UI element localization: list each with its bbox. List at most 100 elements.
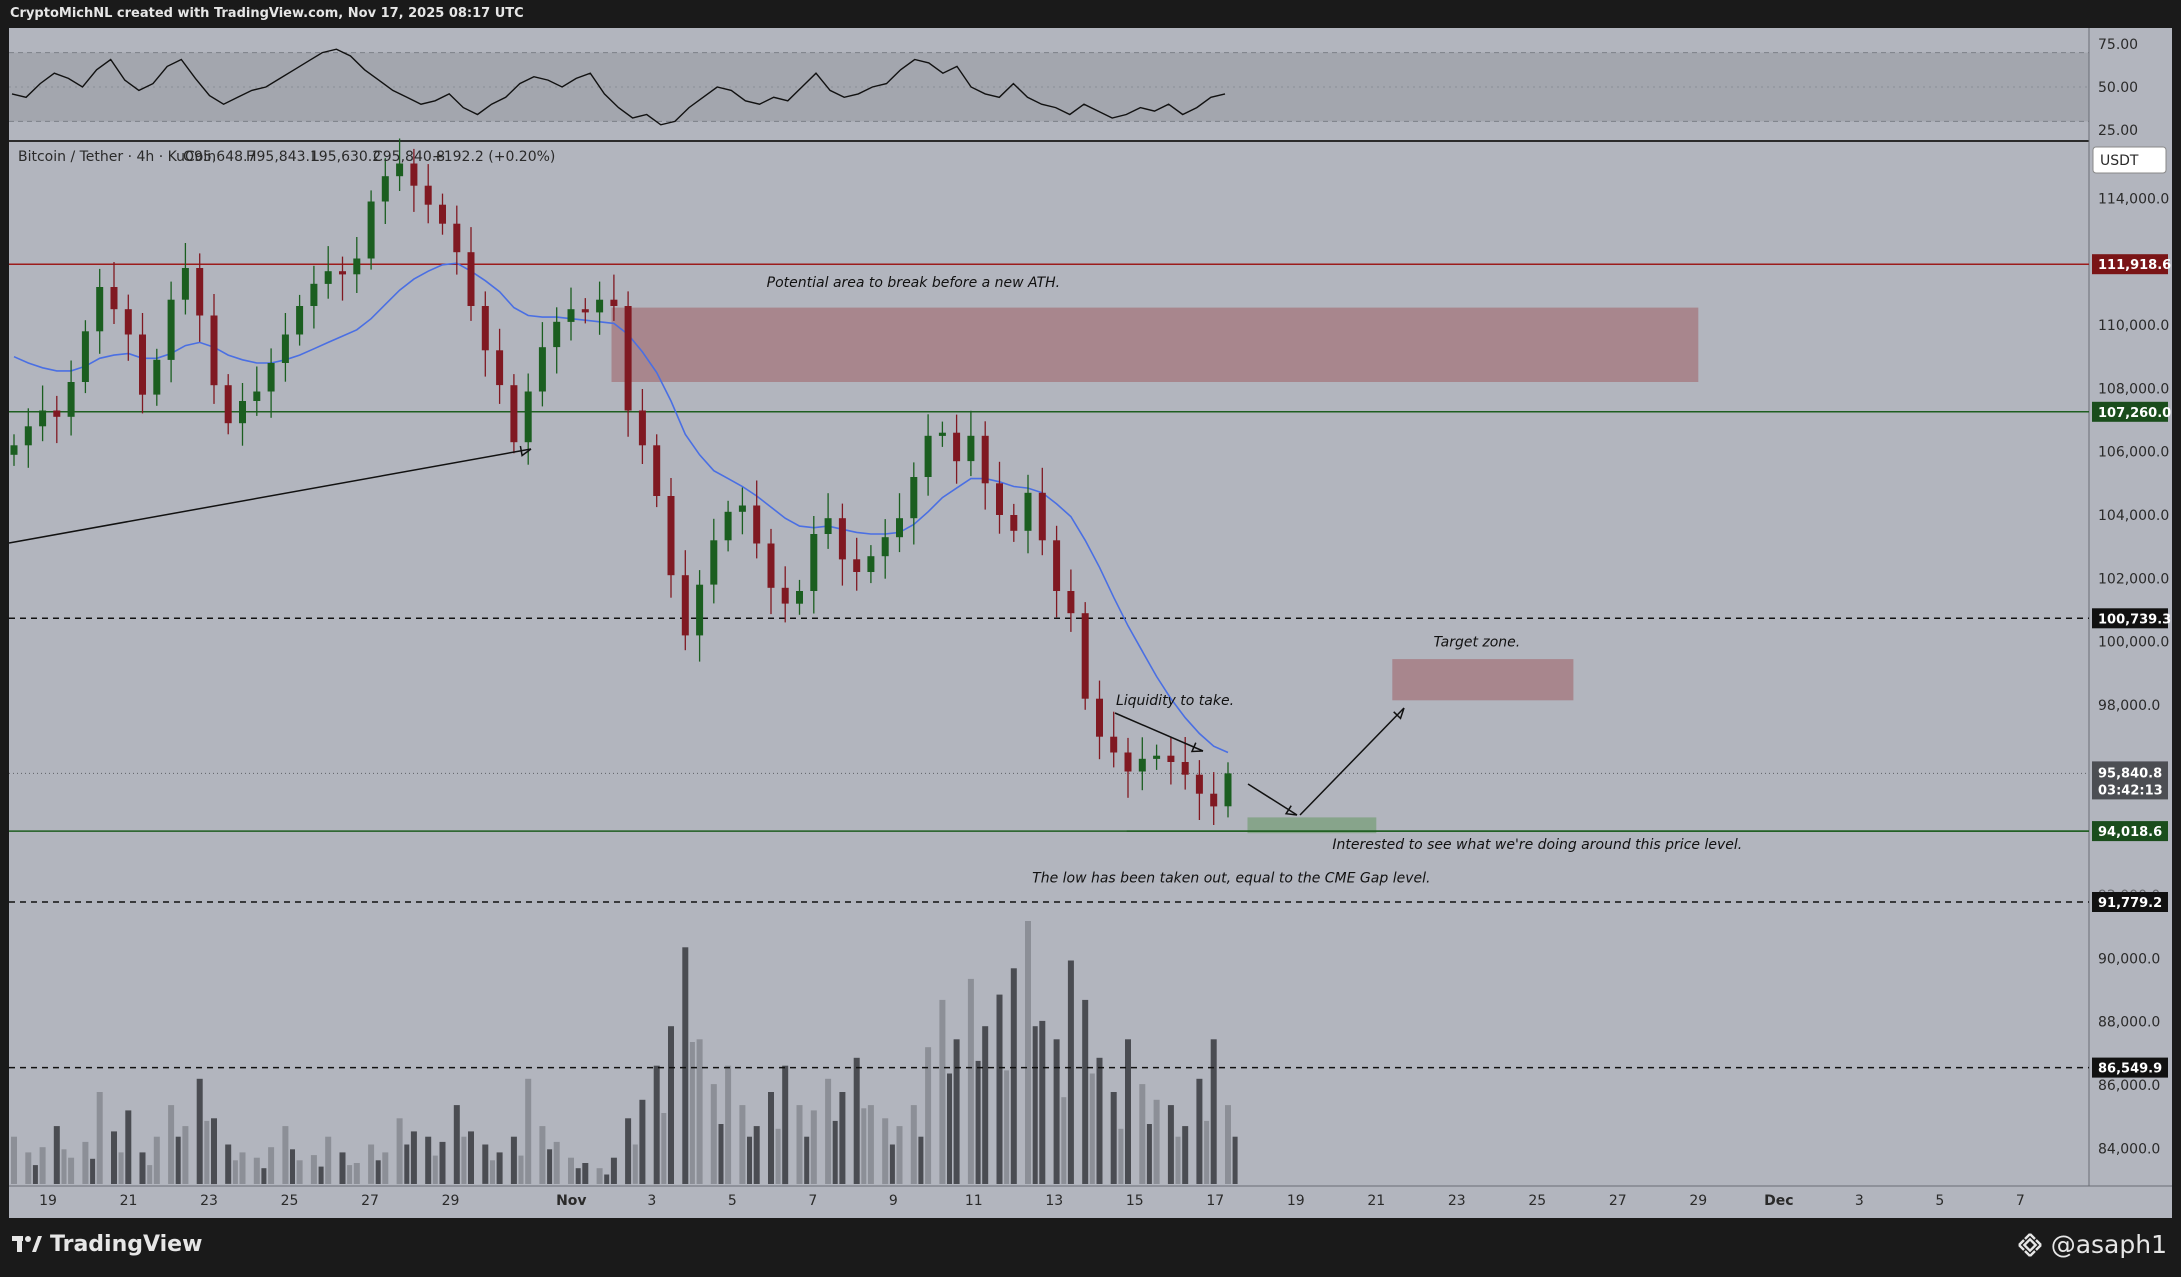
time-tick-label: 11 [965, 1193, 983, 1209]
price-level-badge [2092, 892, 2168, 912]
price-tick-label: 88,000.0 [2098, 1015, 2160, 1031]
candle-body [810, 534, 818, 591]
volume-bar [1010, 968, 1017, 1184]
candle-body [510, 385, 518, 443]
current-price-text: 95,840.8 [2098, 766, 2162, 781]
volume-bar [232, 1160, 238, 1184]
interest-zone [1247, 817, 1377, 834]
candle-body [1067, 591, 1075, 614]
time-tick-label: 9 [889, 1193, 898, 1209]
candle-body [1124, 752, 1132, 772]
volume-bar [825, 1078, 832, 1184]
time-tick-label: 19 [39, 1193, 57, 1209]
volume-bar [139, 1152, 146, 1184]
volume-bar [653, 1065, 660, 1185]
volume-bar [439, 1141, 446, 1184]
time-tick-label: 29 [442, 1193, 460, 1209]
footer-bar: TradingView @asaph1 [0, 1218, 2181, 1277]
price-tick-label: 106,000.0 [2098, 445, 2169, 461]
volume-bar [468, 1131, 474, 1184]
volume-bar [61, 1149, 67, 1184]
volume-bar [82, 1141, 89, 1184]
rsi-tick-label: 50.00 [2098, 80, 2138, 96]
candle-body [653, 445, 661, 496]
volume-bar [768, 1092, 774, 1184]
volume-bar [625, 1118, 632, 1185]
volume-bar [1125, 1039, 1131, 1184]
volume-bar [118, 1152, 124, 1184]
price-tick-label: 100,000.0 [2098, 635, 2169, 651]
time-tick-label: 29 [1689, 1193, 1707, 1209]
time-tick-label: 27 [361, 1193, 379, 1209]
watermark-text: @asaph1 [2050, 1230, 2167, 1259]
candle-body [239, 401, 246, 424]
candle-body [953, 432, 961, 462]
candle-body [724, 511, 732, 541]
candle-body [796, 591, 803, 604]
candles [10, 138, 1232, 825]
time-tick-label: 5 [1935, 1193, 1944, 1209]
volume-bar [1039, 1020, 1046, 1184]
price-tick-label: 114,000.0 [2098, 191, 2169, 207]
volume-bar [1167, 1105, 1174, 1184]
candle-body [767, 543, 775, 588]
volume-bar [1196, 1078, 1203, 1184]
volume-bar [596, 1168, 603, 1184]
volume-bar [775, 1128, 781, 1184]
chart-area-background [0, 28, 2181, 1218]
volume-bar [947, 1073, 952, 1184]
volume-bar [175, 1136, 181, 1184]
volume-bar [896, 1126, 903, 1184]
candle-body [310, 283, 318, 306]
volume-bar [1061, 1097, 1067, 1184]
outer-frame-left [0, 28, 9, 1218]
volume-bar [525, 1078, 532, 1184]
volume-bar [125, 1110, 132, 1184]
chart-canvas[interactable]: 75.00 50.00 25.00 Potential area to break … [0, 0, 2181, 1218]
volume-bar [804, 1136, 810, 1184]
attribution-text: CryptoMichNL created with TradingView.co… [10, 6, 524, 21]
volume-bar [889, 1144, 895, 1184]
price-level-badge-text: 107,260.0 [2098, 406, 2171, 421]
trend-arrow-head [519, 445, 532, 457]
target-zone [1392, 659, 1574, 701]
candle-body [1081, 613, 1089, 699]
volume-bar [368, 1144, 375, 1184]
candle-body [24, 426, 32, 446]
volume-bar [747, 1136, 752, 1184]
candle-body [1110, 736, 1118, 753]
candle-body [110, 287, 118, 310]
candle-body [424, 185, 432, 205]
price-tick-label: 84,000.0 [2098, 1141, 2160, 1157]
tradingview-brand-text: TradingView [50, 1232, 203, 1257]
volume-bar [918, 1136, 924, 1184]
candle-body [1010, 515, 1018, 531]
volume-bar [396, 1118, 403, 1185]
candle-body [381, 176, 389, 202]
ohlc-low: L95,630.2 [311, 149, 381, 165]
time-tick-label: 23 [200, 1193, 218, 1209]
volume-bar [461, 1136, 467, 1184]
candle-body [896, 518, 903, 538]
volume-bar [1146, 1124, 1152, 1184]
candle-body [610, 299, 618, 306]
volume-bar [1175, 1136, 1181, 1184]
volume-bar [268, 1147, 275, 1184]
currency-badge [2092, 146, 2167, 174]
candle-body [696, 584, 704, 636]
volume-bar [575, 1168, 581, 1184]
liquidity-arrow-head [1190, 742, 1204, 753]
candle-body [781, 587, 789, 604]
candle-body [638, 410, 646, 446]
candle-body [439, 204, 446, 224]
candle-body [967, 435, 975, 462]
time-tick-label: 21 [1367, 1193, 1385, 1209]
candle-body [667, 496, 675, 576]
candle-body [481, 306, 489, 351]
candle-body [824, 518, 832, 534]
candle-body [1167, 755, 1175, 762]
time-tick-label: 13 [1045, 1193, 1063, 1209]
volume-bar [1082, 999, 1089, 1184]
candle-body [367, 201, 375, 259]
volume-bar [153, 1136, 160, 1184]
